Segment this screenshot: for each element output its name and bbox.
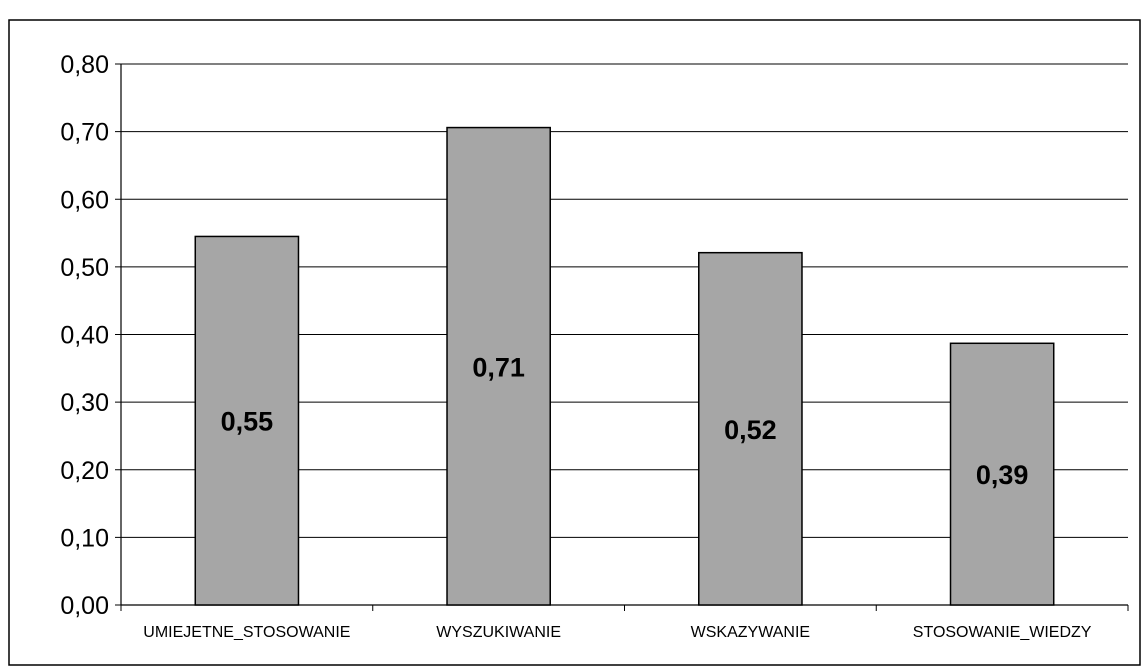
data-label: 0,55 <box>221 407 274 437</box>
labels: 0,00 0,10 0,20 0,30 0,40 0,50 0,60 0,70 0,80 0,55… <box>60 51 1091 641</box>
x-tick-label: WYSZUKIWANIE <box>436 624 561 641</box>
x-tick-label: STOSOWANIE_WIEDZY <box>913 624 1092 641</box>
y-tick-label: 0,30 <box>60 389 109 417</box>
y-tick-label: 0,40 <box>60 322 109 350</box>
data-label: 0,71 <box>472 352 525 382</box>
data-label: 0,39 <box>976 460 1029 490</box>
y-tick-label: 0,60 <box>60 186 109 214</box>
y-tick-label: 0,00 <box>60 592 109 620</box>
x-tick-label: WSKAZYWANIE <box>691 624 810 641</box>
y-tick-label: 0,20 <box>60 457 109 485</box>
bar <box>949 342 1055 606</box>
bar <box>194 235 300 606</box>
y-tick-label: 0,70 <box>60 119 109 147</box>
bars <box>194 126 1055 606</box>
y-tick-label: 0,80 <box>60 51 109 79</box>
data-label: 0,52 <box>724 415 777 445</box>
y-tick-label: 0,50 <box>60 254 109 282</box>
x-tick-label: UMIEJETNE_STOSOWANIE <box>143 624 350 641</box>
bar <box>698 251 803 606</box>
bar <box>446 126 551 606</box>
y-tick-label: 0,10 <box>60 524 109 552</box>
